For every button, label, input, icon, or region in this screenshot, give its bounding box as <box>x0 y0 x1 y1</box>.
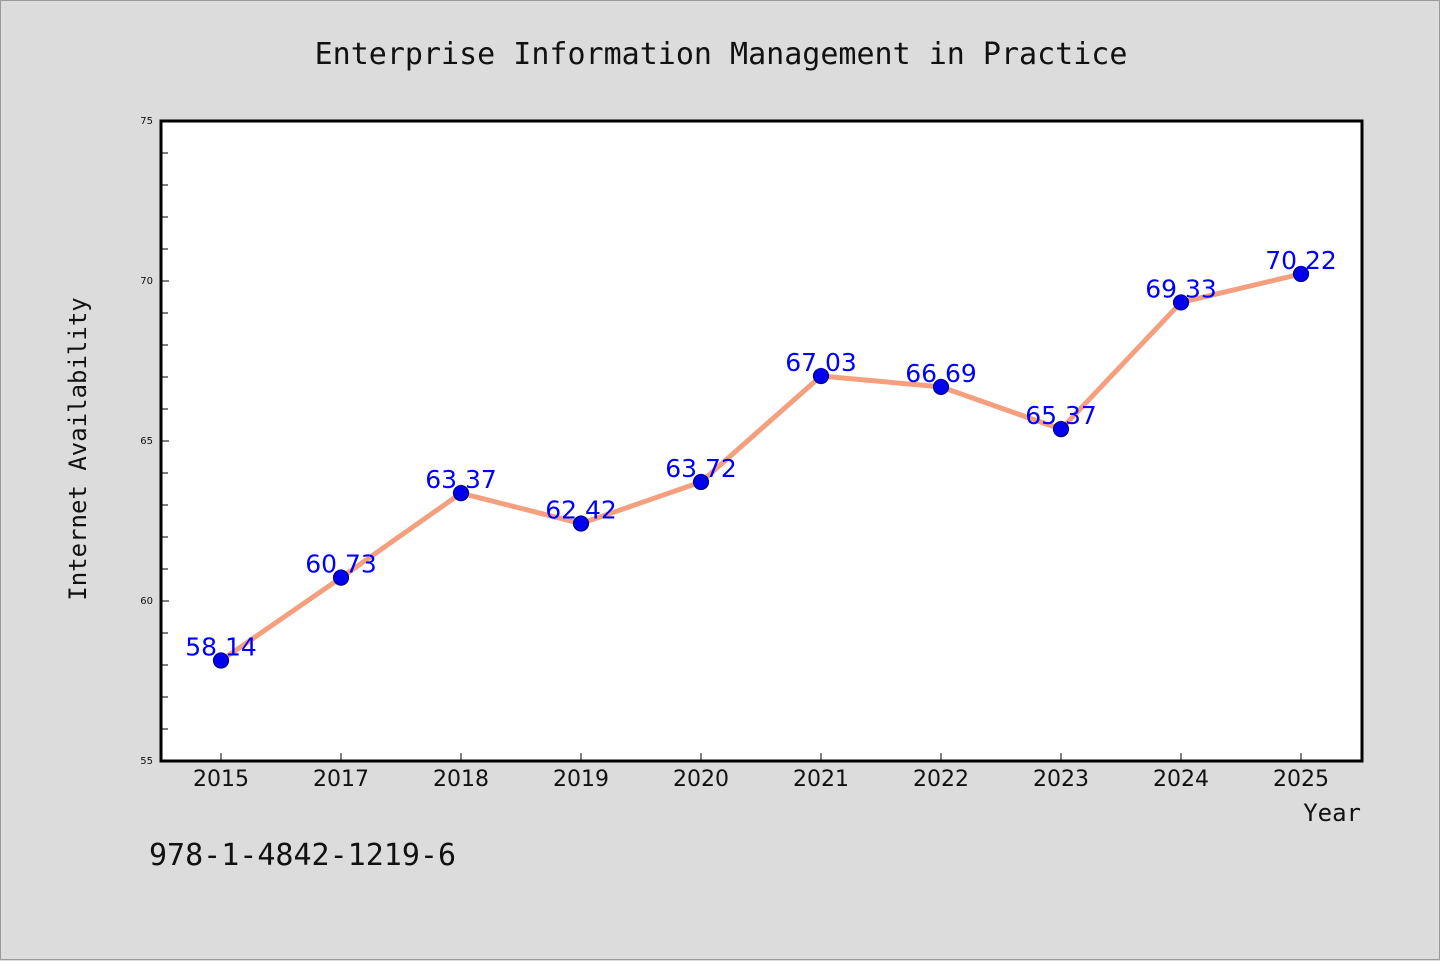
x-tick-label: 2021 <box>793 767 849 792</box>
data-label: 60.73 <box>305 550 377 579</box>
y-tick-label: 65 <box>140 436 153 447</box>
isbn-text: 978-1-4842-1219-6 <box>149 838 456 873</box>
plot-area <box>159 119 1364 763</box>
data-label: 63.37 <box>425 465 497 494</box>
data-label: 63.72 <box>665 454 737 483</box>
data-point-marker <box>812 367 830 385</box>
x-axis-label: Year <box>1303 799 1361 827</box>
x-tick-label: 2023 <box>1033 767 1089 792</box>
data-label: 67.03 <box>785 348 857 377</box>
data-point-marker <box>212 652 230 669</box>
y-tick-label: 70 <box>140 276 153 287</box>
data-point-marker <box>932 378 950 396</box>
data-label: 66.69 <box>905 359 977 388</box>
y-tick-label: 60 <box>140 596 153 607</box>
x-tick-label: 2024 <box>1153 767 1209 792</box>
x-axis-ticks: 2015 2017 2018 2019 2020 2021 2022 2023 2024 2025 <box>193 753 1329 792</box>
data-point-marker <box>1052 421 1070 438</box>
x-tick-label: 2015 <box>193 767 249 792</box>
data-point-marker <box>452 485 470 502</box>
x-tick-label: 2017 <box>313 767 369 792</box>
x-tick-label: 2025 <box>1273 767 1329 792</box>
y-axis-label: Internet Availability <box>64 297 92 600</box>
data-point-marker <box>332 569 350 586</box>
chart-title: Enterprise Information Management in Pra… <box>315 37 1128 72</box>
data-label: 62.42 <box>545 496 617 525</box>
series-line <box>218 271 1304 664</box>
x-tick-label: 2022 <box>913 767 969 792</box>
data-point-marker <box>1172 294 1190 311</box>
series-layer: 58.14 60.73 63.37 62.42 63.72 67.03 66.69 65.37… <box>185 246 1337 669</box>
data-label: 69.33 <box>1145 274 1217 303</box>
x-tick-label: 2018 <box>433 767 489 792</box>
data-label: 70.22 <box>1265 246 1337 275</box>
data-point-marker <box>1292 265 1310 283</box>
data-point-marker <box>572 515 590 532</box>
y-tick-label: 55 <box>140 756 153 767</box>
y-tick-label: 75 <box>140 116 153 127</box>
x-tick-label: 2020 <box>673 767 729 792</box>
x-tick-label: 2019 <box>553 767 609 792</box>
data-label: 65.37 <box>1025 401 1097 430</box>
y-axis-ticks: 55 60 65 70 75 <box>140 116 169 767</box>
data-point-marker <box>692 473 710 491</box>
data-label: 58.14 <box>185 633 257 662</box>
